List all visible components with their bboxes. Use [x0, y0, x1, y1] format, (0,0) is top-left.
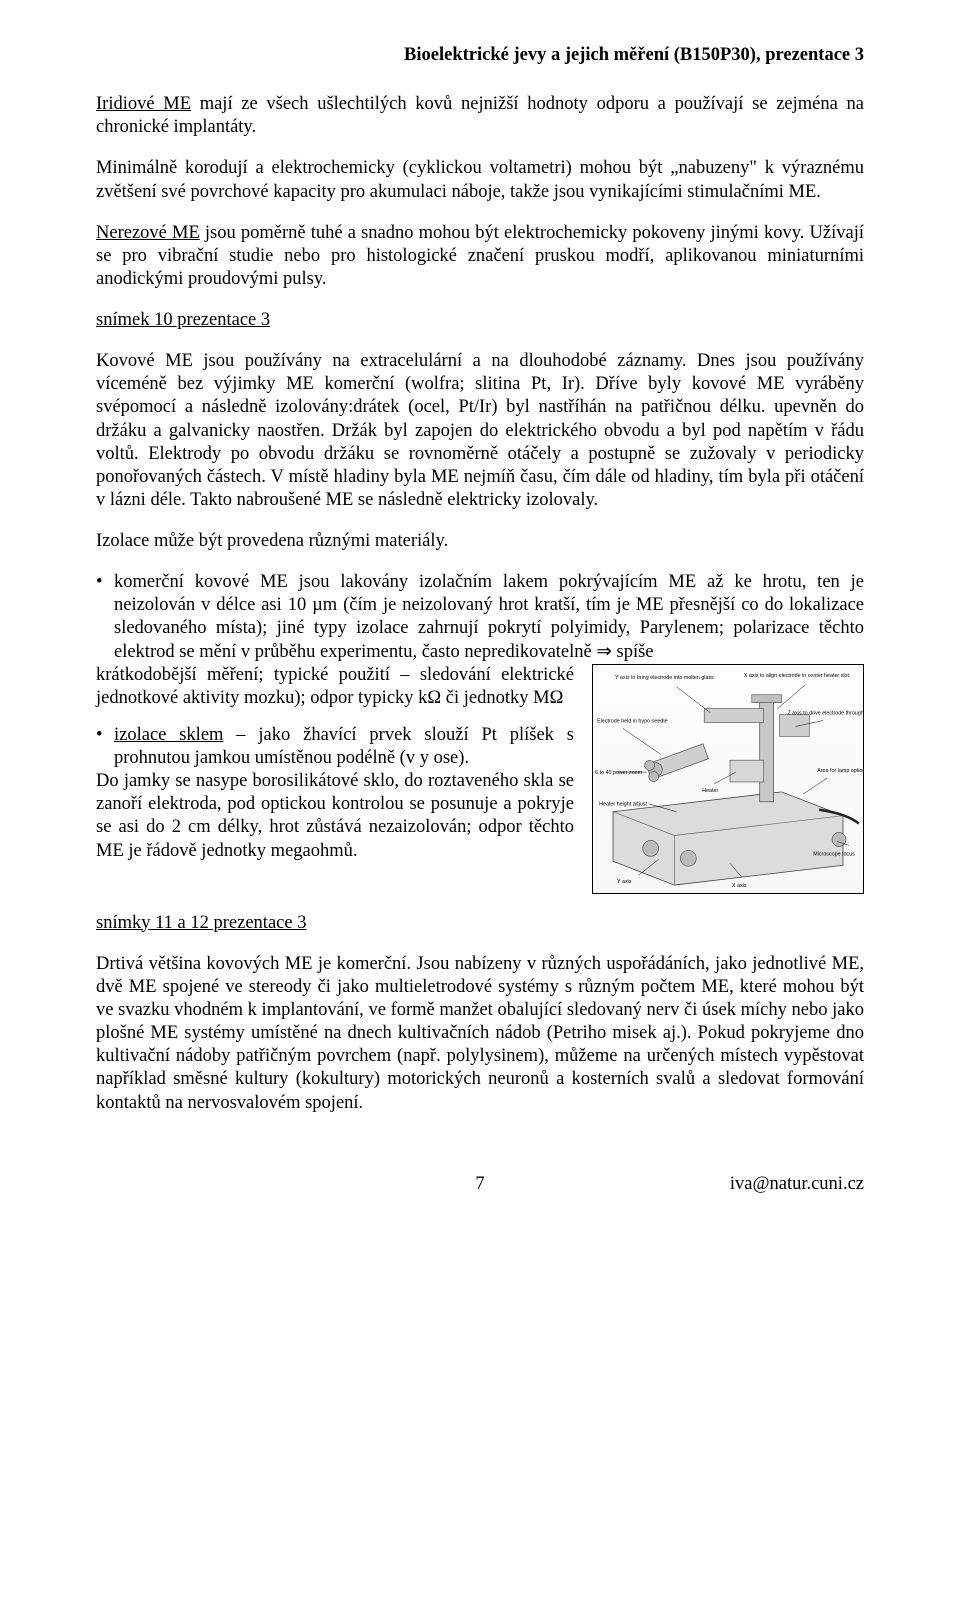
- wrapped-text-column: krátkodobější měření; typické použití – …: [96, 664, 574, 881]
- bullet-item: • izolace sklem – jako žhavící prvek slo…: [96, 724, 574, 770]
- paragraph: Kovové ME jsou používány na extracelulár…: [96, 350, 864, 512]
- page-header: Bioelektrické jevy a jejich měření (B150…: [96, 44, 864, 67]
- document-page: Bioelektrické jevy a jejich měření (B150…: [0, 0, 960, 1256]
- apparatus-figure: Y axis to bring electrode into molten gl…: [592, 664, 864, 894]
- paragraph: Nerezové ME jsou poměrně tuhé a snadno m…: [96, 222, 864, 291]
- text-figure-row: krátkodobější měření; typické použití – …: [96, 664, 864, 894]
- paragraph: Iridiové ME mají ze všech ušlechtilých k…: [96, 93, 864, 139]
- slide-link: snímek 10 prezentace 3: [96, 310, 270, 330]
- fig-label: Heater height adjust: [599, 801, 647, 807]
- fig-label: Electrode held in hypo needle: [597, 718, 667, 724]
- term-nerezove: Nerezové ME: [96, 223, 200, 243]
- footer-spacer: [96, 1173, 352, 1196]
- apparatus-svg: Y axis to bring electrode into molten gl…: [593, 665, 863, 893]
- bullet-dot: •: [96, 571, 114, 664]
- paragraph: Do jamky se nasype borosilikátové sklo, …: [96, 770, 574, 863]
- slide-link: snímky 11 a 12 prezentace 3: [96, 913, 306, 933]
- slide-heading: snímek 10 prezentace 3: [96, 309, 864, 332]
- fig-label: Microscope focus: [813, 851, 855, 857]
- fig-label: Z axis to drive electrode through molten…: [787, 710, 863, 716]
- page-number: 7: [352, 1173, 608, 1196]
- text: jsou poměrně tuhé a snadno mohou být ele…: [96, 223, 864, 289]
- paragraph: Drtivá většina kovových ME je komerční. …: [96, 953, 864, 1115]
- footer-email: iva@natur.cuni.cz: [608, 1173, 864, 1196]
- page-footer: 7 iva@natur.cuni.cz: [96, 1173, 864, 1196]
- slide-heading: snímky 11 a 12 prezentace 3: [96, 912, 864, 935]
- paragraph: krátkodobější měření; typické použití – …: [96, 664, 574, 710]
- bullet-text: komerční kovové ME jsou lakovány izolačn…: [114, 571, 864, 664]
- term-izolace-sklem: izolace sklem: [114, 725, 223, 745]
- text: mají ze všech ušlechtilých kovů nejnižší…: [96, 94, 864, 137]
- fig-label: 6 to 40 power zoom: [595, 770, 642, 776]
- paragraph: Minimálně korodují a elektrochemicky (cy…: [96, 157, 864, 203]
- bullet-dot: •: [96, 724, 114, 770]
- fig-label: X axis: [732, 883, 747, 889]
- paragraph: Izolace může být provedena různými mater…: [96, 530, 864, 553]
- fig-label: Heater: [702, 788, 718, 794]
- fig-label: Y axis: [617, 879, 632, 885]
- bullet-item: • komerční kovové ME jsou lakovány izola…: [96, 571, 864, 664]
- fig-label: X axis to align electrode in center heat…: [744, 673, 850, 679]
- fig-label: Area for lamp option: [817, 768, 863, 774]
- fig-label: Y axis to bring electrode into molten gl…: [615, 675, 714, 681]
- bullet-text: izolace sklem – jako žhavící prvek slouž…: [114, 724, 574, 770]
- term-iridiove: Iridiové ME: [96, 94, 191, 114]
